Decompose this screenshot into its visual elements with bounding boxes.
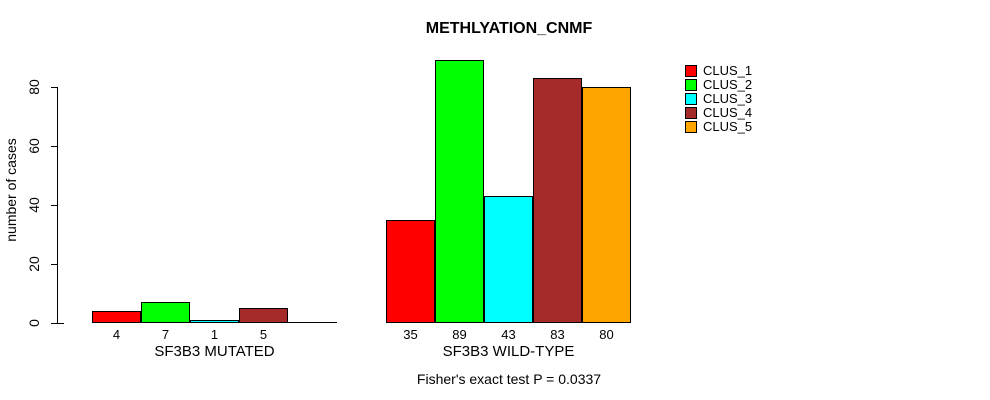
legend-swatch [685,121,697,133]
bar-clus_1 [92,311,141,323]
bar-clus_4 [239,308,288,323]
bar-value-label: 80 [599,327,614,342]
bar-clus_1 [386,220,435,323]
y-tick-label: 20 [26,256,42,272]
legend: CLUS_1 CLUS_2 CLUS_3 CLUS_4 CLUS_5 [685,63,753,135]
legend-label: CLUS_2 [703,77,753,92]
bar-value-label: 7 [161,327,170,342]
y-tick-mark [51,145,57,147]
bar-value-label: 35 [403,327,418,342]
y-tick-label: 80 [26,79,42,95]
y-tick-mark [51,86,57,88]
y-axis-line [57,87,58,323]
bar-clus_5 [582,87,631,323]
bar-value-label: 5 [259,327,268,342]
bar-clus_2 [435,60,484,323]
bar-value-label: 83 [550,327,565,342]
y-tick-label: 40 [26,197,42,213]
y-tick-label: 60 [26,138,42,154]
legend-item: CLUS_5 [685,119,753,134]
group-label: SF3B3 WILD-TYPE [442,343,575,360]
plot-title: METHLYATION_CNMF [425,20,593,37]
bar-clus_3 [190,320,239,323]
bar-clus_2 [141,302,190,323]
y-tick-mark [51,204,57,206]
y-tick-mark [51,322,64,324]
legend-label: CLUS_1 [703,63,753,78]
legend-label: CLUS_5 [703,119,753,134]
y-tick-label: 0 [26,319,42,327]
bar-value-label: 89 [452,327,467,342]
y-tick-mark [51,263,57,265]
legend-item: CLUS_2 [685,77,753,92]
legend-label: CLUS_3 [703,91,753,106]
bar-value-label: 1 [210,327,219,342]
legend-swatch [685,93,697,105]
legend-item: CLUS_3 [685,91,753,106]
y-axis-label: number of cases [3,138,19,242]
legend-swatch [685,65,697,77]
group-label: SF3B3 MUTATED [154,343,275,360]
legend-swatch [685,79,697,91]
legend-label: CLUS_4 [703,105,753,120]
bar-value-label: 43 [501,327,516,342]
caption-fishers-test: Fisher's exact test P = 0.0337 [416,371,602,387]
legend-item: CLUS_4 [685,105,753,120]
legend-swatch [685,107,697,119]
bar-clus_4 [533,78,582,323]
bar-value-label: 4 [112,327,121,342]
bar-clus_3 [484,196,533,323]
legend-item: CLUS_1 [685,63,753,78]
